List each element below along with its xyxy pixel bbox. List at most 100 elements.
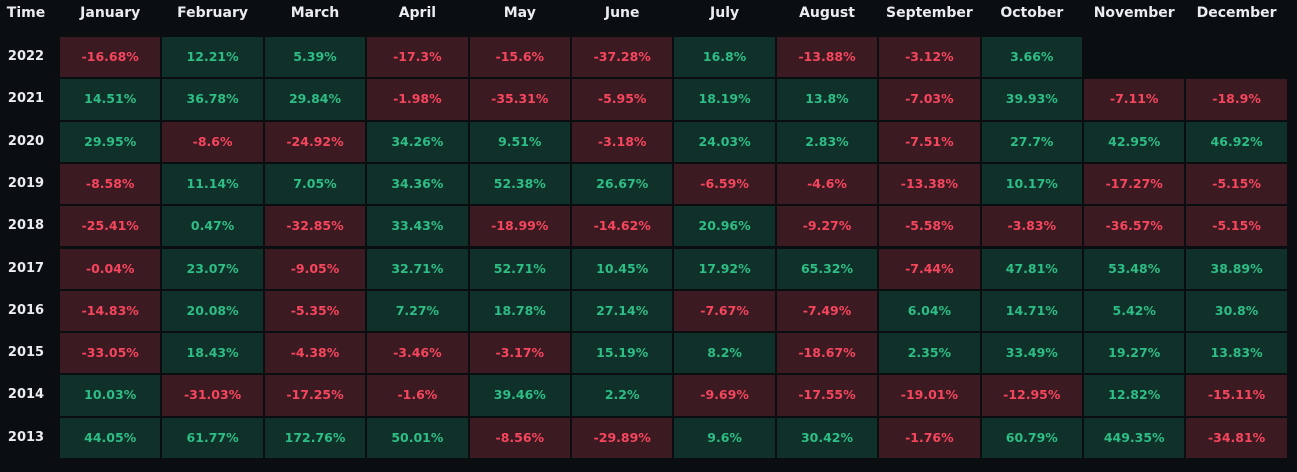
return-cell-2014-may: 39.46%	[469, 375, 570, 416]
return-cell-2013-april: 50.01%	[367, 417, 468, 458]
return-cell-2014-february: -31.03%	[162, 375, 263, 416]
return-cell-2013-august: 30.42%	[776, 417, 878, 458]
year-label-2018: 2018	[7, 218, 45, 234]
return-cell-2015-june: 15.19%	[572, 333, 673, 374]
return-cell-2021-january: 14.51%	[60, 79, 161, 120]
return-cell-2017-september: -7.44%	[879, 248, 980, 289]
return-cell-2020-october: 27.7%	[981, 121, 1082, 162]
return-cell-2015-april: -3.46%	[367, 333, 468, 374]
return-cell-2013-december: -34.81%	[1186, 417, 1287, 458]
return-cell-2021-march: 29.84%	[264, 79, 366, 120]
return-cell-2018-april: 33.43%	[367, 206, 468, 247]
return-cell-2017-january: -0.04%	[60, 248, 161, 289]
return-cell-2020-february: -8.6%	[162, 121, 263, 162]
month-header-october: October	[1000, 5, 1064, 21]
return-cell-2017-june: 10.45%	[572, 248, 673, 289]
return-cell-2019-november: -17.27%	[1084, 163, 1185, 205]
return-cell-2014-march: -17.25%	[264, 375, 366, 416]
return-cell-2017-march: -9.05%	[264, 248, 366, 289]
return-cell-2016-july: -7.67%	[674, 290, 775, 332]
return-cell-2014-june: 2.2%	[572, 375, 673, 416]
year-label-2015: 2015	[7, 345, 45, 361]
return-cell-2015-october: 33.49%	[981, 333, 1082, 374]
return-cell-2021-may: -35.31%	[469, 79, 570, 120]
return-cell-2021-april: -1.98%	[367, 79, 468, 120]
return-cell-2018-february: 0.47%	[162, 206, 263, 247]
return-cell-2022-march: 5.39%	[264, 37, 366, 78]
return-cell-2016-february: 20.08%	[162, 290, 263, 332]
return-cell-2017-april: 32.71%	[367, 248, 468, 289]
return-cell-2017-may: 52.71%	[469, 248, 570, 289]
return-cell-2019-december: -5.15%	[1186, 163, 1287, 205]
return-cell-2013-march: 172.76%	[264, 417, 366, 458]
return-cell-2018-august: -9.27%	[776, 206, 878, 247]
month-header-august: August	[799, 5, 855, 21]
return-cell-2013-october: 60.79%	[981, 417, 1082, 458]
month-header-june: June	[604, 5, 640, 21]
month-header-december: December	[1196, 5, 1277, 21]
return-cell-2021-december: -18.9%	[1186, 79, 1287, 120]
time-column-header: Time	[6, 5, 46, 21]
return-cell-2015-january: -33.05%	[60, 333, 161, 374]
return-cell-2022-july: 16.8%	[674, 37, 775, 78]
return-cell-2014-october: -12.95%	[981, 375, 1082, 416]
return-cell-2013-may: -8.56%	[469, 417, 570, 458]
return-cell-2021-september: -7.03%	[879, 79, 980, 120]
return-cell-2021-february: 36.78%	[162, 79, 263, 120]
return-cell-2015-august: -18.67%	[776, 333, 878, 374]
return-cell-2016-april: 7.27%	[367, 290, 468, 332]
return-cell-2014-january: 10.03%	[60, 375, 161, 416]
year-label-2020: 2020	[7, 133, 45, 149]
month-header-may: May	[503, 5, 536, 21]
return-cell-2017-october: 47.81%	[981, 248, 1082, 289]
return-cell-2020-may: 9.51%	[469, 121, 570, 162]
return-cell-2020-july: 24.03%	[674, 121, 775, 162]
return-cell-2016-september: 6.04%	[879, 290, 980, 332]
return-cell-2020-august: 2.83%	[776, 121, 878, 162]
return-cell-2015-november: 19.27%	[1084, 333, 1185, 374]
return-cell-2020-march: -24.92%	[264, 121, 366, 162]
return-cell-2021-july: 18.19%	[674, 79, 775, 120]
year-label-2017: 2017	[7, 260, 45, 276]
return-cell-2016-january: -14.83%	[60, 290, 161, 332]
return-cell-2015-february: 18.43%	[162, 333, 263, 374]
return-cell-2016-october: 14.71%	[981, 290, 1082, 332]
return-cell-2016-march: -5.35%	[264, 290, 366, 332]
year-label-2021: 2021	[7, 91, 45, 107]
year-label-2019: 2019	[7, 175, 45, 191]
return-cell-2018-march: -32.85%	[264, 206, 366, 247]
return-cell-2014-december: -15.11%	[1186, 375, 1287, 416]
return-cell-2013-september: -1.76%	[879, 417, 980, 458]
return-cell-2016-june: 27.14%	[572, 290, 673, 332]
return-cell-2017-august: 65.32%	[776, 248, 878, 289]
return-cell-2022-june: -37.28%	[572, 37, 673, 78]
month-header-july: July	[710, 5, 740, 21]
return-cell-2013-june: -29.89%	[572, 417, 673, 458]
return-cell-2021-june: -5.95%	[572, 79, 673, 120]
return-cell-2019-february: 11.14%	[162, 163, 263, 205]
month-header-april: April	[398, 5, 437, 21]
return-cell-2021-october: 39.93%	[981, 79, 1082, 120]
return-cell-2013-february: 61.77%	[162, 417, 263, 458]
return-cell-2019-september: -13.38%	[879, 163, 980, 205]
year-label-2013: 2013	[7, 429, 45, 445]
return-cell-2022-august: -13.88%	[776, 37, 878, 78]
return-cell-2018-october: -3.83%	[981, 206, 1082, 247]
month-header-september: September	[885, 5, 973, 21]
return-cell-2016-august: -7.49%	[776, 290, 878, 332]
return-cell-2013-july: 9.6%	[674, 417, 775, 458]
return-cell-2017-december: 38.89%	[1186, 248, 1287, 289]
return-cell-2019-july: -6.59%	[674, 163, 775, 205]
return-cell-2022-may: -15.6%	[469, 37, 570, 78]
return-cell-2018-september: -5.58%	[879, 206, 980, 247]
return-cell-2015-july: 8.2%	[674, 333, 775, 374]
return-cell-2020-december: 46.92%	[1186, 121, 1287, 162]
return-cell-2020-september: -7.51%	[879, 121, 980, 162]
return-cell-2022-february: 12.21%	[162, 37, 263, 78]
return-cell-2019-august: -4.6%	[776, 163, 878, 205]
return-cell-2018-june: -14.62%	[572, 206, 673, 247]
year-label-2016: 2016	[7, 302, 45, 318]
return-cell-2021-november: -7.11%	[1084, 79, 1185, 120]
return-cell-2017-july: 17.92%	[674, 248, 775, 289]
